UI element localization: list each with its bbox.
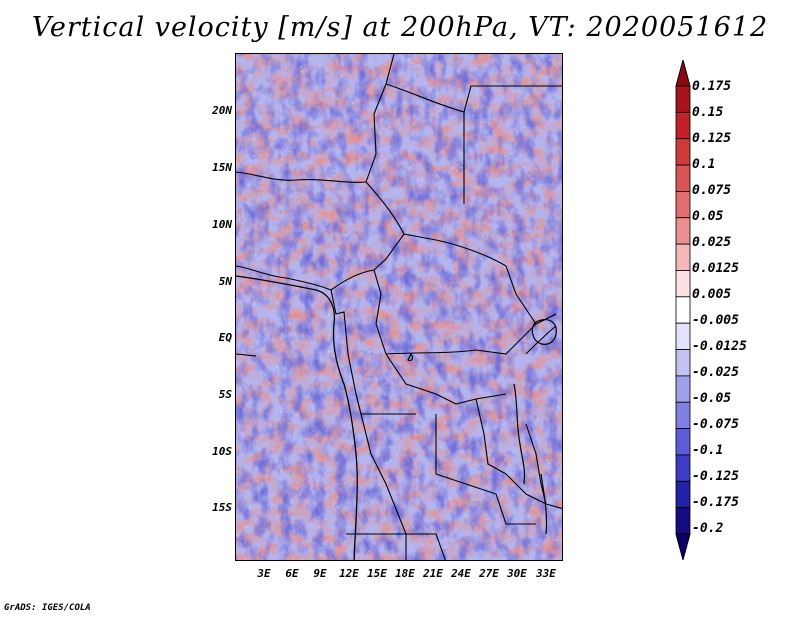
- colorbar-label: -0.0125: [692, 339, 747, 354]
- colorbar-label: 0.075: [692, 183, 732, 198]
- colorbar-label: 0.005: [692, 287, 732, 302]
- colorbar-bottom-cap: [675, 533, 691, 560]
- lon-label-33e: 33E: [536, 567, 556, 580]
- colorbar-label: -0.175: [692, 495, 739, 510]
- lon-label-24e: 24E: [451, 567, 471, 580]
- colorbar-segment: [675, 322, 691, 350]
- grads-credit: GrADS: IGES/COLA: [4, 603, 91, 613]
- colorbar-segment: [675, 375, 691, 403]
- lat-label-5s: 5S: [218, 388, 232, 401]
- colorbar-segment: [675, 401, 691, 429]
- lon-label-30e: 30E: [507, 567, 527, 580]
- lat-label-15n: 15N: [212, 161, 232, 174]
- colorbar-label: 0.05: [692, 209, 724, 224]
- white-contour-speckle: [236, 54, 562, 560]
- colorbar-segment: [675, 507, 691, 535]
- lat-label-20n: 20N: [212, 104, 232, 117]
- atlantic-coastline: [236, 275, 358, 560]
- lat-label-10s: 10S: [212, 445, 232, 458]
- colorbar-label: -0.05: [692, 391, 732, 406]
- colorbar-label: -0.005: [692, 313, 739, 328]
- colorbar-segment: [675, 217, 691, 245]
- colorbar-segment: [675, 296, 691, 324]
- colorbar-top-cap: [675, 60, 691, 87]
- colorbar-label: 0.15: [692, 105, 724, 120]
- lat-label-eq: EQ: [218, 331, 232, 344]
- colorbar-label: 0.175: [692, 79, 732, 94]
- map-canvas: [236, 54, 562, 560]
- colorbar-segment: [675, 349, 691, 377]
- lon-label-6e: 6E: [285, 567, 299, 580]
- chart-title: Vertical velocity [m/s] at 200hPa, VT: 2…: [31, 12, 769, 43]
- lon-label-9e: 9E: [313, 567, 327, 580]
- lon-label-15e: 15E: [367, 567, 387, 580]
- lon-label-21e: 21E: [423, 567, 443, 580]
- colorbar-segment: [675, 138, 691, 166]
- colorbar-segment: [675, 428, 691, 456]
- colorbar-label: 0.125: [692, 131, 732, 146]
- lon-label-3e: 3E: [257, 567, 271, 580]
- velocity-map: [235, 53, 563, 561]
- colorbar-segment: [675, 191, 691, 219]
- lat-label-10n: 10N: [212, 218, 232, 231]
- lat-label-5n: 5N: [218, 275, 232, 288]
- colorbar-label: -0.075: [692, 417, 739, 432]
- great-lakes: [407, 319, 557, 535]
- lon-label-12e: 12E: [339, 567, 359, 580]
- colorbar-segment: [675, 164, 691, 192]
- lon-label-18e: 18E: [395, 567, 415, 580]
- colorbar-label: -0.125: [692, 469, 739, 484]
- colorbar: [675, 60, 691, 560]
- colorbar-label: -0.1: [692, 443, 724, 458]
- colorbar-segment: [675, 111, 691, 140]
- colorbar-label: 0.0125: [692, 261, 739, 276]
- lat-label-15s: 15S: [212, 501, 232, 514]
- colorbar-segment: [675, 85, 691, 113]
- colorbar-label: -0.2: [692, 521, 724, 536]
- colorbar-segment: [675, 454, 691, 482]
- colorbar-segment: [675, 270, 691, 298]
- colorbar-label: -0.025: [692, 365, 739, 380]
- colorbar-segment: [675, 480, 691, 509]
- colorbar-label: 0.1: [692, 157, 716, 172]
- colorbar-segment: [675, 243, 691, 271]
- country-borders: [236, 54, 562, 560]
- colorbar-label: 0.025: [692, 235, 732, 250]
- lon-label-27e: 27E: [479, 567, 499, 580]
